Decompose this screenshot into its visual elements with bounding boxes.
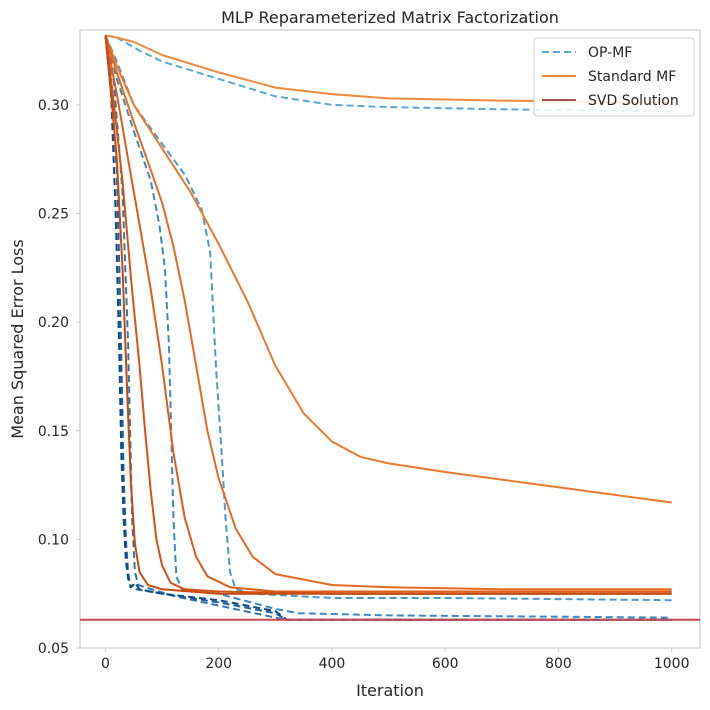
y-axis: 0.05 0.10 0.15 0.20 0.25 0.30 [38,98,80,657]
standard-mf-series-line [104,35,672,595]
legend-box [533,37,695,117]
legend-label-op-mf: OP-MF [588,45,632,61]
y-tick-label: 0.25 [38,207,69,223]
op-mf-series-line [104,35,672,619]
legend-label-standard-mf: Standard MF [588,69,676,85]
x-axis: 0 200 400 600 800 1000 [101,648,690,672]
y-tick-label: 0.10 [38,532,69,548]
standard-mf-series-line [104,35,672,595]
op-mf-series-line [104,35,672,621]
standard-mf-series-line [104,35,672,593]
legend-label-svd-solution: SVD Solution [588,93,679,109]
standard-mf-series-line [104,35,672,504]
y-axis-label: Mean Squared Error Loss [8,239,27,438]
series-layer [80,34,700,621]
x-axis-label: Iteration [356,681,424,700]
standard-mf-series-line [104,35,672,591]
x-tick-label: 400 [319,656,346,672]
x-tick-label: 800 [545,656,572,672]
x-tick-label: 0 [101,656,110,672]
x-tick-label: 600 [432,656,459,672]
op-mf-series-line [105,34,672,113]
op-mf-series-line [104,35,672,602]
plot-background [79,29,701,649]
y-tick-label: 0.30 [38,98,69,114]
y-tick-label: 0.05 [38,641,69,657]
chart-title: MLP Reparameterized Matrix Factorization [221,8,559,27]
standard-mf-series-line [105,34,672,104]
y-tick-label: 0.20 [38,315,69,331]
x-tick-label: 1000 [654,656,690,672]
legend: OP-MF Standard MF SVD Solution [533,37,695,117]
op-mf-series-line [104,35,672,621]
x-tick-label: 200 [205,656,232,672]
y-tick-label: 0.15 [38,424,69,440]
